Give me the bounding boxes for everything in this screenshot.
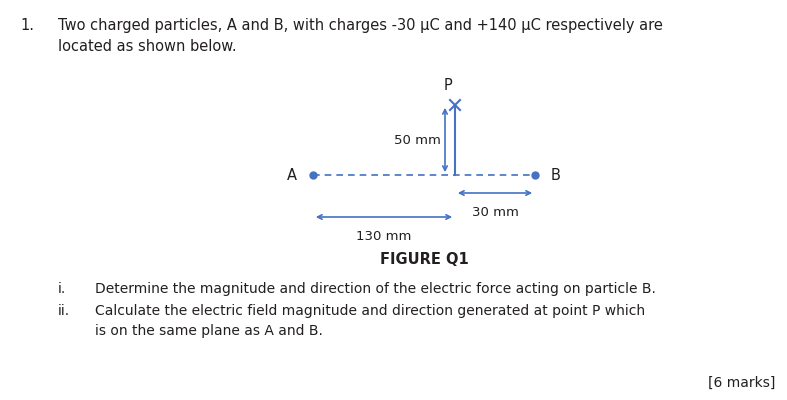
Text: Calculate the electric field magnitude and direction generated at point P which
: Calculate the electric field magnitude a… <box>95 304 645 338</box>
Text: B: B <box>551 168 561 182</box>
Text: Determine the magnitude and direction of the electric force acting on particle B: Determine the magnitude and direction of… <box>95 282 656 296</box>
Text: 1.: 1. <box>20 18 34 33</box>
Text: 130 mm: 130 mm <box>357 230 412 243</box>
Text: P: P <box>444 78 453 93</box>
Text: [6 marks]: [6 marks] <box>708 376 775 390</box>
Text: i.: i. <box>58 282 66 296</box>
Text: ii.: ii. <box>58 304 70 318</box>
Text: Two charged particles, A and B, with charges -30 μC and +140 μC respectively are: Two charged particles, A and B, with cha… <box>58 18 663 54</box>
Text: FIGURE Q1: FIGURE Q1 <box>379 252 468 267</box>
Text: A: A <box>287 168 297 182</box>
Text: 30 mm: 30 mm <box>471 206 519 219</box>
Text: 50 mm: 50 mm <box>394 134 441 146</box>
